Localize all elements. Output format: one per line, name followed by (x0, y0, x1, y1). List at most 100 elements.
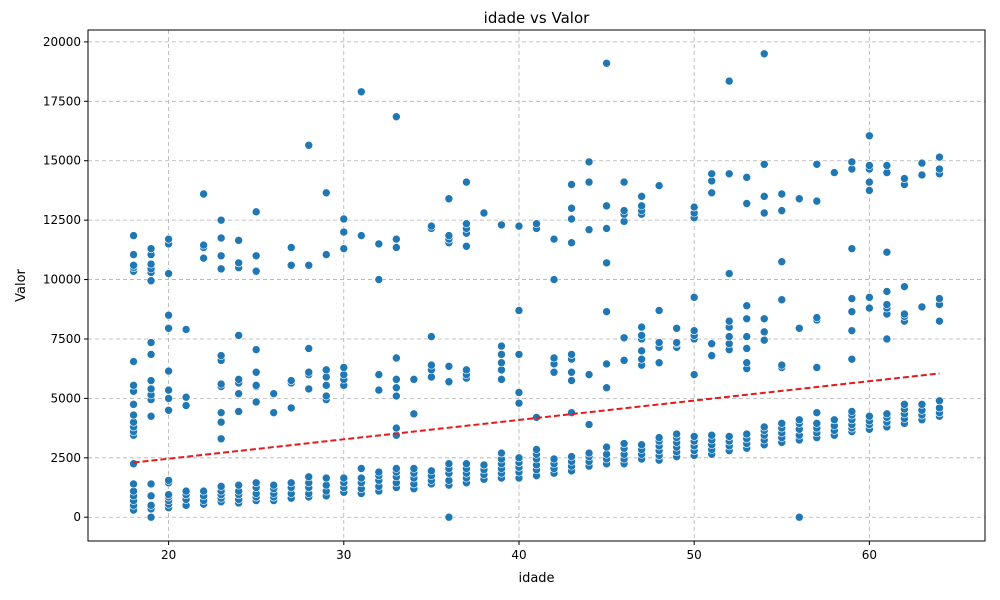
data-point (724, 316, 734, 326)
data-point (759, 314, 769, 324)
data-point (865, 303, 874, 313)
data-point (567, 214, 576, 224)
data-point (497, 365, 506, 375)
data-point (584, 225, 594, 234)
x-tick-label: 40 (511, 548, 526, 562)
data-point (567, 452, 576, 461)
data-point (286, 376, 296, 385)
data-point (269, 389, 279, 398)
data-point (865, 411, 874, 421)
data-point (935, 164, 944, 174)
data-point (847, 326, 857, 335)
data-point (742, 173, 752, 182)
data-point (129, 417, 138, 427)
data-point (865, 177, 874, 187)
data-point (602, 383, 611, 393)
data-point (777, 295, 787, 305)
data-point (865, 186, 874, 195)
data-point (497, 350, 506, 359)
data-point (882, 287, 892, 296)
data-point (865, 131, 874, 141)
y-tick-label: 0 (73, 510, 81, 524)
data-point (409, 409, 419, 419)
data-point (216, 417, 226, 427)
data-point (304, 384, 314, 394)
data-point (199, 189, 208, 199)
data-point (724, 332, 734, 341)
data-point (689, 293, 699, 302)
data-point (637, 192, 646, 201)
data-point (865, 161, 874, 170)
data-point (392, 383, 401, 393)
data-point (619, 217, 629, 226)
data-point (269, 480, 279, 490)
data-point (444, 459, 454, 469)
data-point (392, 423, 401, 433)
data-point (251, 266, 261, 276)
data-point (637, 354, 646, 364)
data-point (882, 409, 892, 419)
data-point (549, 367, 559, 377)
data-point (654, 181, 664, 190)
trend-line-group (133, 372, 940, 464)
data-point (321, 365, 331, 375)
y-tick-label: 10000 (43, 273, 81, 287)
data-point (742, 199, 752, 208)
data-point (777, 257, 787, 267)
data-point (812, 419, 822, 428)
data-point (567, 180, 576, 189)
data-point (935, 316, 944, 326)
data-point (444, 231, 454, 240)
data-point (742, 429, 752, 439)
y-tick-label: 15000 (43, 154, 81, 168)
trend-line (133, 372, 940, 464)
data-point (146, 411, 156, 421)
data-point (462, 241, 471, 251)
data-point (462, 459, 471, 469)
data-point (129, 357, 138, 366)
data-point (602, 307, 611, 316)
data-point (269, 408, 279, 417)
data-point (251, 367, 261, 377)
data-point (146, 244, 156, 253)
data-point (181, 392, 191, 402)
data-point (374, 239, 384, 249)
data-point (339, 214, 349, 224)
data-point (164, 269, 173, 278)
data-point (164, 394, 173, 403)
data-point (234, 331, 243, 340)
data-point (602, 442, 611, 452)
data-point (339, 227, 349, 237)
y-tick-label: 7500 (50, 332, 81, 346)
y-tick-label: 20000 (43, 35, 81, 49)
data-point (812, 159, 822, 169)
data-point (427, 372, 436, 382)
data-point (146, 338, 156, 347)
data-point (444, 362, 454, 371)
data-point (637, 440, 646, 450)
data-point (462, 177, 471, 187)
data-point (619, 356, 629, 365)
data-point (129, 400, 138, 409)
data-point (917, 158, 927, 168)
data-point (707, 169, 716, 179)
data-point (129, 231, 138, 240)
data-point (847, 407, 857, 416)
data-point (830, 168, 839, 177)
data-point (759, 422, 769, 432)
data-point (619, 206, 629, 215)
data-point (251, 345, 261, 354)
data-point (164, 234, 173, 244)
y-axis-label: Valor (14, 268, 29, 301)
data-point (707, 351, 716, 360)
data-point (129, 250, 138, 259)
data-point (917, 400, 927, 409)
data-point (392, 464, 401, 473)
data-point (759, 327, 769, 337)
data-point (847, 307, 857, 316)
data-point (129, 486, 138, 496)
data-point (357, 87, 366, 97)
data-point (251, 207, 261, 217)
data-point (847, 244, 857, 253)
data-point (304, 367, 314, 377)
